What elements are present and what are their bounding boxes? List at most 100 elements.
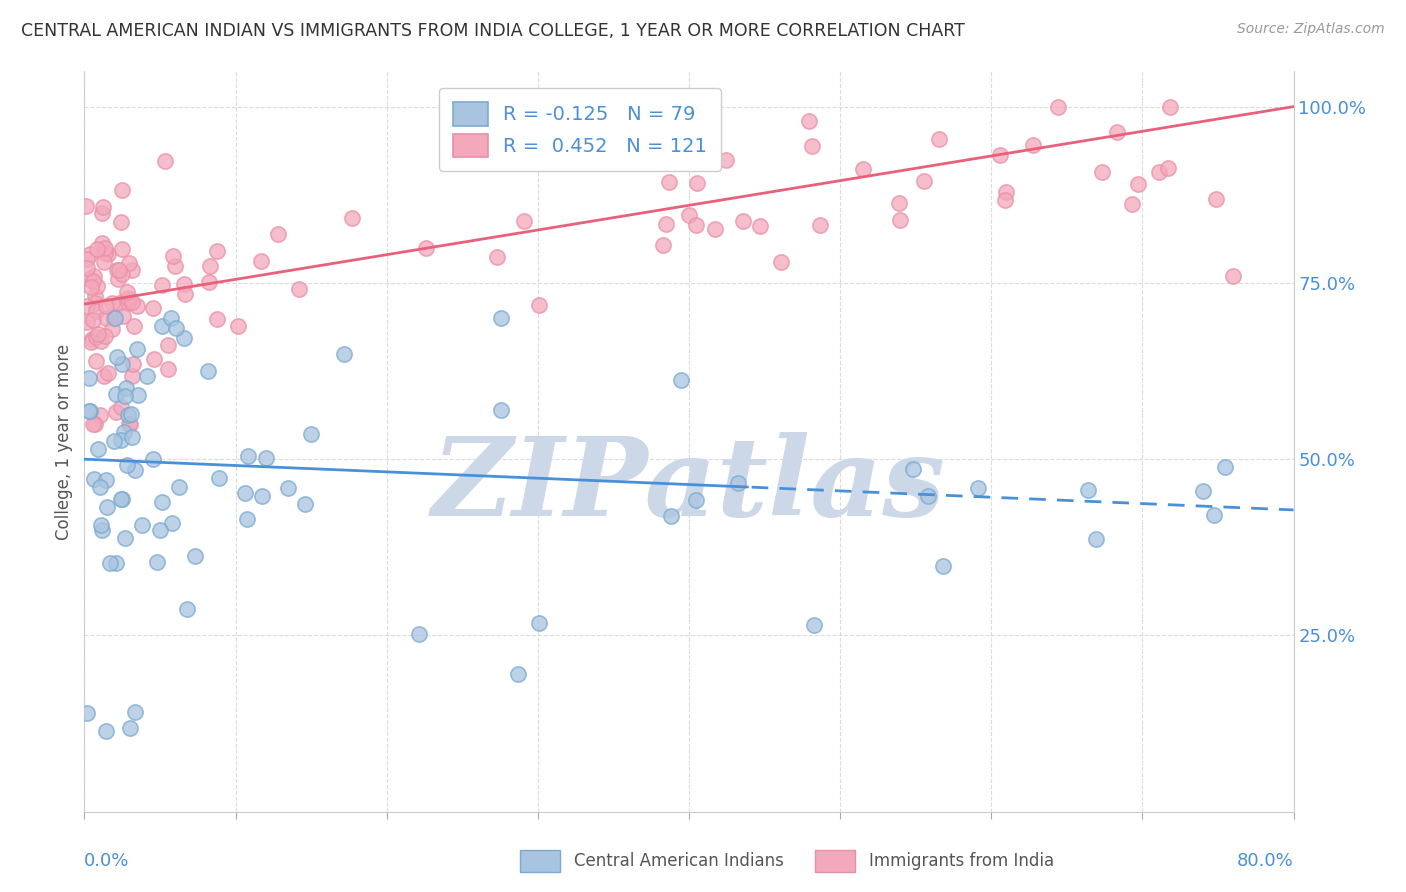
- Point: [121, 407, 143, 421]
- Point: [117, 296, 139, 310]
- Point: [117, 458, 139, 472]
- Point: [198, 260, 221, 274]
- Point: [110, 491, 132, 506]
- Point: [83, 268, 105, 283]
- Point: [111, 309, 134, 323]
- Point: [1021, 138, 1043, 153]
- Point: [142, 301, 165, 315]
- Point: [91, 206, 114, 220]
- Point: [988, 148, 1011, 162]
- Point: [967, 482, 990, 496]
- Point: [110, 433, 132, 447]
- Point: [90, 517, 112, 532]
- Point: [527, 298, 550, 312]
- Point: [83, 296, 105, 310]
- Point: [118, 417, 141, 431]
- Point: [159, 311, 181, 326]
- Point: [142, 452, 165, 467]
- Point: [1149, 165, 1171, 179]
- Point: [79, 404, 101, 418]
- Point: [87, 442, 110, 457]
- Point: [1047, 100, 1070, 114]
- Point: [84, 303, 107, 318]
- Y-axis label: College, 1 year or more: College, 1 year or more: [55, 343, 73, 540]
- Point: [135, 369, 157, 384]
- Point: [685, 219, 707, 233]
- Point: [1222, 268, 1244, 283]
- Point: [111, 183, 134, 197]
- Point: [122, 357, 145, 371]
- Point: [749, 219, 772, 234]
- Text: Source: ZipAtlas.com: Source: ZipAtlas.com: [1237, 22, 1385, 37]
- Point: [917, 489, 939, 503]
- Point: [124, 705, 146, 719]
- Point: [489, 403, 512, 417]
- Point: [150, 319, 173, 334]
- Point: [75, 199, 97, 213]
- Point: [197, 364, 219, 378]
- Point: [76, 315, 98, 329]
- Point: [120, 721, 142, 735]
- Point: [994, 194, 1017, 208]
- Point: [205, 311, 228, 326]
- Point: [86, 242, 108, 256]
- Point: [118, 417, 141, 431]
- Point: [96, 724, 118, 739]
- Point: [111, 357, 134, 371]
- Point: [931, 559, 953, 574]
- Point: [114, 389, 136, 403]
- Point: [173, 331, 195, 345]
- Point: [678, 208, 700, 222]
- Point: [287, 282, 309, 296]
- Point: [236, 449, 259, 463]
- Point: [1157, 161, 1180, 175]
- Point: [887, 196, 910, 211]
- Point: [197, 275, 219, 289]
- Point: [93, 369, 115, 384]
- Point: [77, 370, 100, 384]
- Point: [277, 481, 299, 495]
- Point: [162, 249, 184, 263]
- Point: [80, 334, 103, 349]
- Point: [1205, 192, 1227, 206]
- Point: [111, 242, 134, 256]
- Point: [1121, 196, 1143, 211]
- Point: [250, 489, 273, 503]
- Point: [131, 517, 153, 532]
- Point: [98, 557, 121, 571]
- Point: [125, 299, 148, 313]
- Point: [82, 312, 104, 326]
- Point: [108, 295, 131, 310]
- Point: [77, 272, 100, 286]
- Point: [801, 139, 824, 153]
- Point: [82, 274, 104, 288]
- Point: [408, 626, 430, 640]
- Point: [254, 450, 277, 465]
- Point: [928, 131, 950, 145]
- Text: CENTRAL AMERICAN INDIAN VS IMMIGRANTS FROM INDIA COLLEGE, 1 YEAR OR MORE CORRELA: CENTRAL AMERICAN INDIAN VS IMMIGRANTS FR…: [21, 22, 965, 40]
- Point: [91, 200, 114, 214]
- Point: [1191, 484, 1213, 499]
- Point: [1159, 100, 1181, 114]
- Point: [658, 175, 681, 189]
- Point: [207, 244, 229, 259]
- Point: [104, 405, 127, 419]
- Point: [91, 523, 114, 537]
- Point: [117, 408, 139, 422]
- Point: [80, 332, 103, 346]
- Point: [148, 524, 170, 538]
- Point: [76, 706, 98, 720]
- Point: [808, 218, 831, 232]
- Point: [903, 461, 925, 475]
- Point: [124, 319, 146, 334]
- Point: [912, 174, 935, 188]
- Point: [103, 434, 125, 449]
- Point: [250, 253, 273, 268]
- Point: [659, 509, 682, 524]
- Point: [76, 252, 98, 266]
- Point: [97, 247, 120, 261]
- Point: [174, 286, 197, 301]
- Point: [146, 555, 169, 569]
- Point: [163, 259, 186, 273]
- Point: [299, 427, 322, 442]
